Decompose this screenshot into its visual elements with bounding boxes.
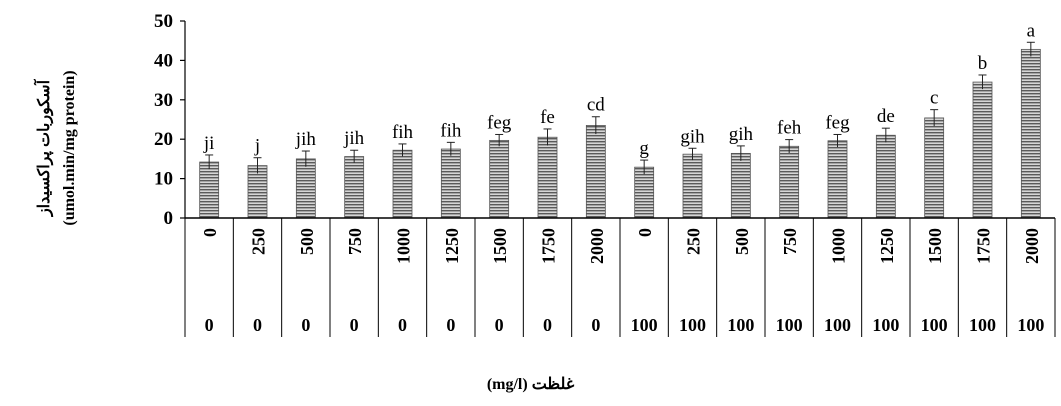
significance-letter: fe (540, 107, 555, 128)
x-group-label: 0 (350, 315, 359, 335)
bar (634, 166, 655, 219)
x-tick-label: 250 (684, 228, 704, 255)
x-group-label: 100 (872, 315, 899, 335)
significance-letter: g (639, 138, 649, 159)
bar (440, 148, 461, 219)
significance-letter: fih (440, 120, 462, 141)
bar (537, 136, 558, 219)
significance-letter: feh (777, 118, 802, 139)
significance-letter: feg (487, 112, 512, 133)
y-tick-label: 0 (164, 208, 174, 229)
bar (199, 161, 220, 219)
significance-letter: c (930, 88, 938, 109)
bar (972, 81, 993, 219)
x-axis-label: غلظت (mg/l) (486, 376, 575, 393)
x-tick-label: 1000 (394, 228, 414, 264)
bar (489, 139, 510, 219)
bar (344, 156, 365, 219)
x-category-table: 0 0 250 0 500 0 750 0 1000 0 1250 0 1500 0 1750 0 2000 0 0… (184, 217, 1056, 337)
significance-letter: gih (729, 124, 754, 145)
significance-letter: cd (587, 95, 605, 116)
significance-letter: j (254, 136, 260, 157)
x-group-label: 100 (679, 315, 706, 335)
x-tick-label: 500 (732, 228, 752, 255)
significance-letter: de (877, 106, 895, 127)
x-group-label: 100 (631, 315, 658, 335)
significance-letter: gih (680, 126, 705, 147)
y-axis-label-persian: آسکوربات پراکسیداز (36, 79, 53, 217)
bar (295, 158, 316, 219)
x-tick-label: 1750 (974, 228, 994, 264)
x-group-label: 100 (921, 315, 948, 335)
x-group-label: 100 (727, 315, 754, 335)
y-tick-label: 50 (154, 11, 173, 32)
bar (924, 117, 945, 219)
x-tick-label: 250 (249, 228, 269, 255)
bar (875, 134, 896, 219)
x-tick-label: 1750 (539, 228, 559, 264)
x-group-label: 0 (543, 315, 552, 335)
y-tick-label: 30 (154, 90, 173, 111)
bar (1020, 48, 1041, 219)
significance-letter: fih (392, 122, 414, 143)
x-group-label: 0 (301, 315, 310, 335)
bar (682, 153, 703, 219)
significance-letter: jih (295, 129, 317, 150)
x-tick-label: 1500 (490, 228, 510, 264)
x-group-label: 0 (591, 315, 600, 335)
x-tick-label: 0 (635, 228, 655, 237)
x-tick-label: 0 (200, 228, 220, 237)
y-axis: 0 10 20 30 40 50 (154, 11, 186, 229)
x-tick-label: 1500 (925, 228, 945, 264)
x-tick-label: 1250 (442, 228, 462, 264)
x-tick-label: 750 (780, 228, 800, 255)
x-group-label: 100 (969, 315, 996, 335)
x-group-label: 0 (495, 315, 504, 335)
significance-letter: b (978, 53, 988, 74)
x-group-label: 0 (446, 315, 455, 335)
x-group-label: 0 (253, 315, 262, 335)
x-group-label: 0 (398, 315, 407, 335)
x-tick-label: 1250 (877, 228, 897, 264)
bar (585, 125, 606, 219)
y-tick-label: 20 (154, 129, 173, 150)
x-tick-label: 2000 (587, 228, 607, 264)
y-tick-label: 40 (154, 50, 173, 71)
x-group-label: 100 (824, 315, 851, 335)
significance-letter: feg (825, 112, 850, 133)
bar (392, 149, 413, 219)
x-group-label: 100 (776, 315, 803, 335)
significance-letter: jih (343, 128, 365, 149)
significance-letter: ji (203, 133, 215, 154)
y-tick-label: 10 (154, 169, 173, 190)
y-axis-label: آسکوربات پراکسیداز (umol.min/mg protein) (28, 18, 88, 278)
bars-group: ji j jih jih fih fih feg fe cd g gih gih feh feg de c b a (199, 20, 1041, 219)
x-tick-label: 2000 (1022, 228, 1042, 264)
x-group-label: 0 (205, 315, 214, 335)
x-tick-label: 500 (297, 228, 317, 255)
bar (827, 140, 848, 219)
bar (779, 145, 800, 219)
x-tick-label: 1000 (829, 228, 849, 264)
x-tick-label: 750 (345, 228, 365, 255)
x-group-label: 100 (1017, 315, 1044, 335)
y-axis-label-units: (umol.min/mg protein) (61, 70, 78, 226)
bar (730, 152, 751, 219)
significance-letter: a (1027, 20, 1036, 41)
